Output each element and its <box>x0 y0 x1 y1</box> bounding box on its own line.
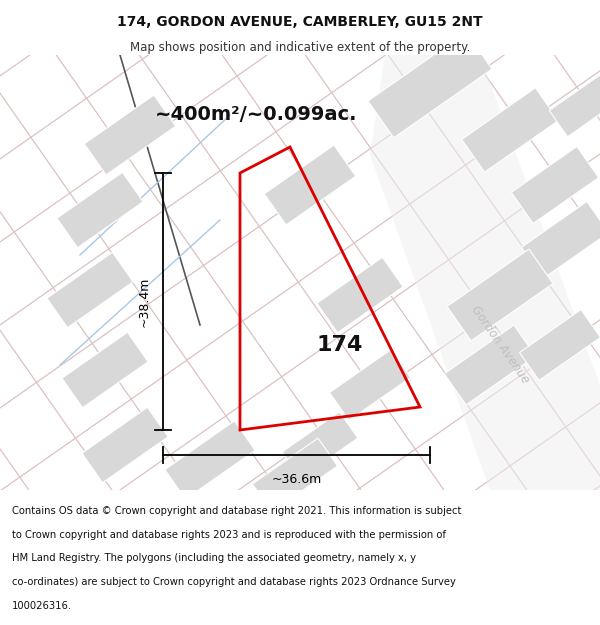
Text: Contains OS data © Crown copyright and database right 2021. This information is : Contains OS data © Crown copyright and d… <box>12 506 461 516</box>
Polygon shape <box>282 412 358 478</box>
Polygon shape <box>57 173 143 248</box>
Polygon shape <box>444 325 536 405</box>
Polygon shape <box>264 145 356 225</box>
Text: ~36.6m: ~36.6m <box>271 473 322 486</box>
Text: Map shows position and indicative extent of the property.: Map shows position and indicative extent… <box>130 41 470 54</box>
Polygon shape <box>165 421 255 499</box>
Text: to Crown copyright and database rights 2023 and is reproduced with the permissio: to Crown copyright and database rights 2… <box>12 530 446 540</box>
Polygon shape <box>511 146 599 224</box>
Polygon shape <box>447 249 553 341</box>
Polygon shape <box>521 201 600 279</box>
Polygon shape <box>549 73 600 137</box>
Polygon shape <box>62 332 148 408</box>
Text: 100026316.: 100026316. <box>12 601 72 611</box>
Polygon shape <box>317 258 403 332</box>
Polygon shape <box>84 95 176 175</box>
Polygon shape <box>461 88 559 172</box>
Text: Gordon Avenue: Gordon Avenue <box>469 304 532 386</box>
Polygon shape <box>253 438 338 512</box>
Polygon shape <box>368 32 492 138</box>
Text: 174, GORDON AVENUE, CAMBERLEY, GU15 2NT: 174, GORDON AVENUE, CAMBERLEY, GU15 2NT <box>117 16 483 29</box>
Polygon shape <box>82 408 168 482</box>
Text: ~38.4m: ~38.4m <box>138 276 151 327</box>
Text: co-ordinates) are subject to Crown copyright and database rights 2023 Ordnance S: co-ordinates) are subject to Crown copyr… <box>12 577 456 587</box>
Text: 174: 174 <box>317 335 363 355</box>
Text: HM Land Registry. The polygons (including the associated geometry, namely x, y: HM Land Registry. The polygons (includin… <box>12 554 416 564</box>
Polygon shape <box>370 55 600 490</box>
Text: ~400m²/~0.099ac.: ~400m²/~0.099ac. <box>155 106 358 124</box>
Polygon shape <box>329 349 410 421</box>
Polygon shape <box>47 253 133 328</box>
Polygon shape <box>520 309 600 381</box>
